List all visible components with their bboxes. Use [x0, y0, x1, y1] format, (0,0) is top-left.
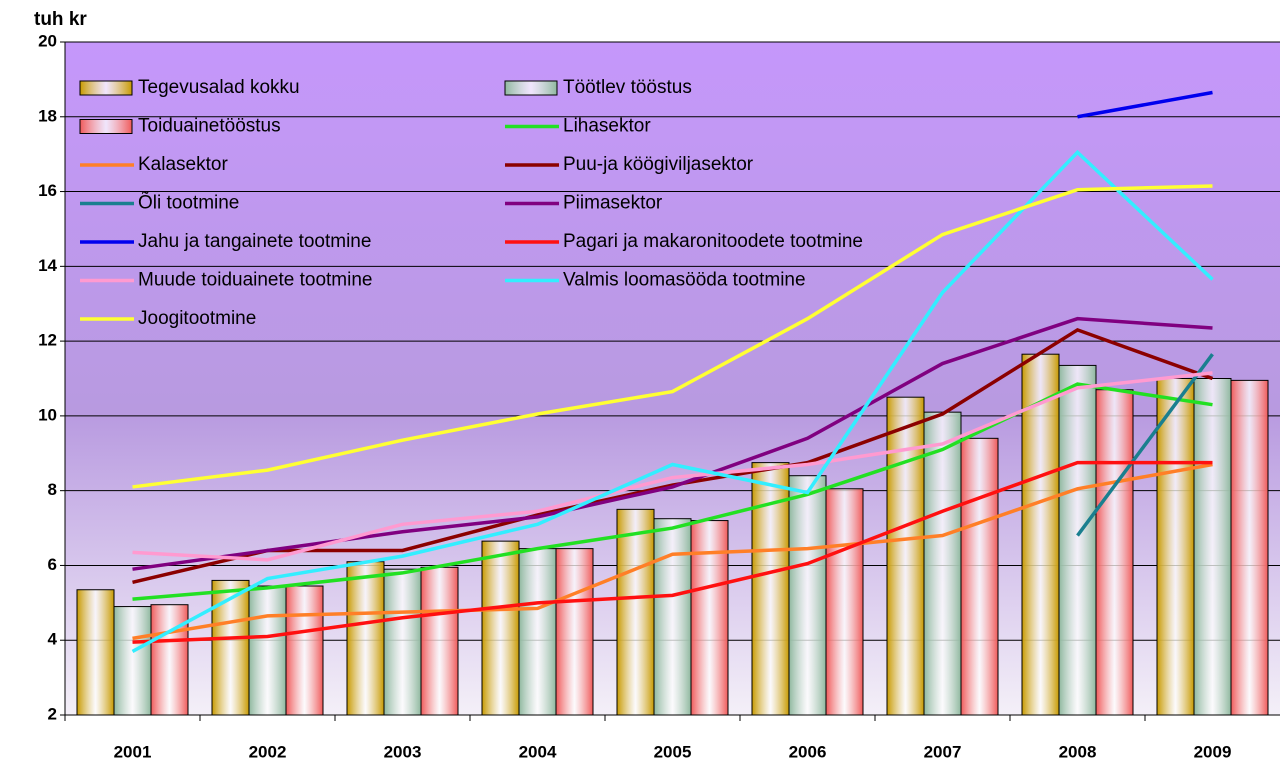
legend-label: Pagari ja makaronitoodete tootmine [563, 231, 863, 252]
legend-label: Õli tootmine [138, 192, 239, 214]
bar [555, 548, 594, 716]
legend-label: Jahu ja tangainete tootmine [138, 231, 371, 252]
x-tick-label: 2004 [519, 742, 557, 761]
y-tick-label: 10 [38, 405, 57, 424]
x-tick-label: 2009 [1194, 742, 1232, 761]
bar [1193, 378, 1232, 716]
legend-label: Piimasektor [563, 193, 663, 214]
x-tick-label: 2008 [1059, 742, 1097, 761]
line-series [132, 371, 1213, 562]
bar [825, 488, 864, 716]
legend-label: Valmis loomasööda tootmine [563, 270, 806, 291]
line-series [132, 316, 1213, 571]
line-series [1076, 353, 1214, 537]
bar [690, 520, 729, 716]
line-series [1077, 90, 1213, 119]
bar [481, 540, 520, 716]
bar [1230, 379, 1269, 716]
legend-swatch [79, 119, 133, 134]
bar [150, 604, 189, 716]
y-tick-label: 20 [38, 31, 57, 50]
bar [383, 568, 422, 716]
bar [346, 561, 385, 716]
legend-swatch [504, 80, 558, 96]
legend-label: Joogitootmine [138, 308, 256, 329]
x-tick-label: 2002 [249, 742, 287, 761]
legend-label: Puu-ja köögiviljasektor [563, 154, 754, 175]
x-tick-label: 2007 [924, 742, 962, 761]
y-tick-label: 8 [48, 480, 57, 499]
y-tick-label: 14 [38, 256, 57, 275]
bar [248, 585, 287, 716]
bar [113, 606, 152, 716]
y-tick-label: 2 [48, 704, 57, 723]
y-tick-label: 6 [48, 555, 57, 574]
legend-label: Töötlev tööstus [563, 77, 692, 98]
x-tick-label: 2003 [384, 742, 422, 761]
legend-label: Tegevusalad kokku [138, 77, 300, 98]
bar [1058, 364, 1097, 716]
bar [1095, 389, 1134, 716]
bar [923, 411, 962, 716]
legend-label: Toiduainetööstus [138, 116, 281, 137]
bar [960, 437, 999, 716]
legend-swatch [79, 80, 133, 96]
y-tick-label: 16 [38, 181, 57, 200]
y-tick-label: 18 [38, 106, 57, 125]
y-axis-label: tuh kr [34, 9, 87, 30]
bar [1021, 353, 1060, 716]
bar [788, 475, 827, 716]
legend-label: Lihasektor [563, 116, 651, 137]
bar [420, 566, 459, 716]
bar [211, 579, 250, 716]
line-series [131, 149, 1214, 653]
line-series [132, 462, 1213, 641]
y-tick-label: 4 [48, 630, 58, 649]
bar [616, 508, 655, 716]
y-tick-label: 12 [38, 331, 57, 350]
line-series [132, 460, 1213, 644]
bar [1156, 378, 1195, 716]
legend-label: Kalasektor [138, 154, 228, 175]
bar [886, 396, 925, 716]
line-series [132, 184, 1213, 489]
x-tick-label: 2001 [114, 742, 152, 761]
x-tick-label: 2006 [789, 742, 827, 761]
x-tick-label: 2005 [654, 742, 692, 761]
bar [653, 518, 692, 716]
line-series [132, 327, 1214, 584]
bar [518, 548, 557, 716]
legend-label: Muude toiduainete tootmine [138, 270, 373, 291]
bar [76, 589, 115, 716]
bar [285, 585, 324, 716]
